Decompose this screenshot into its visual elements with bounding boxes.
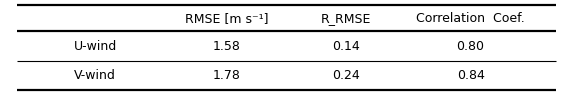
Text: U-wind: U-wind <box>74 39 117 53</box>
Text: RMSE [m s⁻¹]: RMSE [m s⁻¹] <box>185 12 269 25</box>
Text: 0.14: 0.14 <box>332 39 359 53</box>
Text: V-wind: V-wind <box>74 69 116 82</box>
Text: 1.78: 1.78 <box>213 69 241 82</box>
Text: Correlation  Coef.: Correlation Coef. <box>416 12 525 25</box>
Text: 0.24: 0.24 <box>332 69 359 82</box>
Text: R_RMSE: R_RMSE <box>321 12 371 25</box>
Text: 1.58: 1.58 <box>213 39 241 53</box>
Text: 0.80: 0.80 <box>456 39 485 53</box>
Text: 0.84: 0.84 <box>456 69 485 82</box>
